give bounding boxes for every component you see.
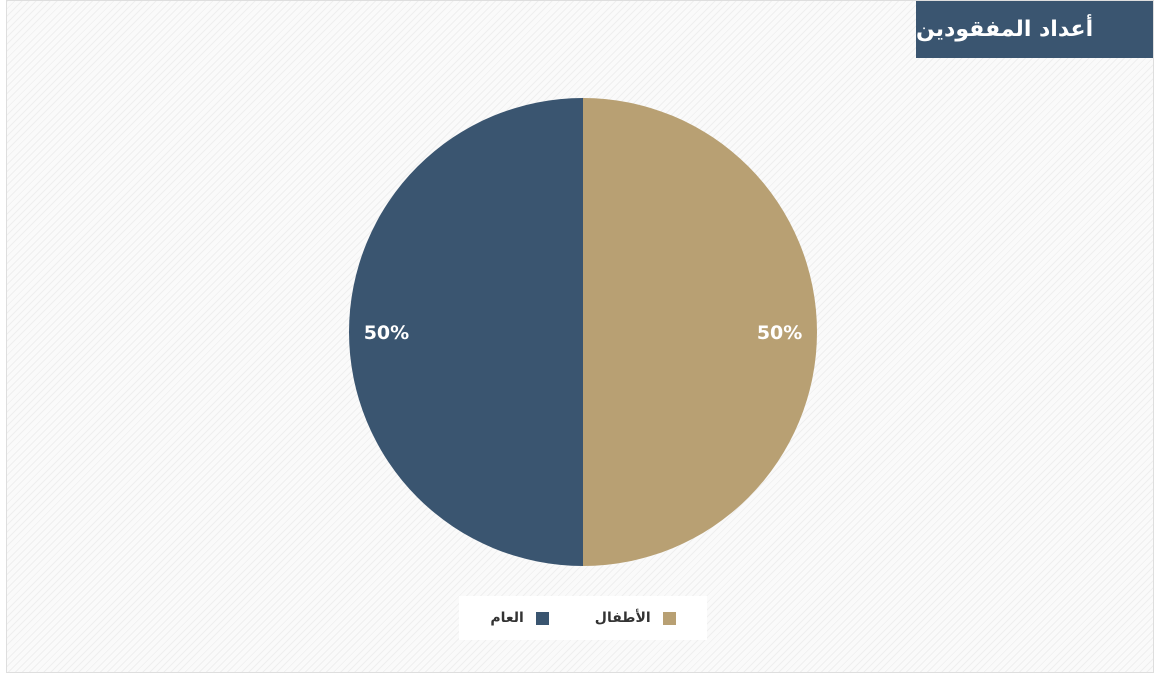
pie-label-general: 50% — [364, 322, 409, 344]
pie-labels: 50% 50% — [364, 322, 803, 344]
chart-title-text: أعداد المفقودين — [916, 17, 1094, 42]
chart-panel: أعداد المفقودين 50% 50% العام الأطفال — [6, 0, 1154, 673]
legend-label-children: الأطفال — [594, 610, 651, 626]
pie-chart: 50% 50% — [349, 98, 817, 566]
pie-slice-children[interactable] — [583, 98, 817, 566]
chart-legend: العام الأطفال — [459, 596, 707, 640]
pie-label-children: 50% — [757, 322, 802, 344]
chart-title: أعداد المفقودين — [916, 1, 1153, 58]
legend-swatch-general — [535, 611, 549, 625]
pie-slice-general[interactable] — [349, 98, 583, 566]
pie-slices — [349, 98, 817, 566]
legend-swatch-children — [662, 611, 676, 625]
legend-label-general: العام — [490, 610, 524, 626]
legend-item-children[interactable]: الأطفال — [595, 610, 676, 626]
legend-item-general[interactable]: العام — [490, 610, 549, 626]
